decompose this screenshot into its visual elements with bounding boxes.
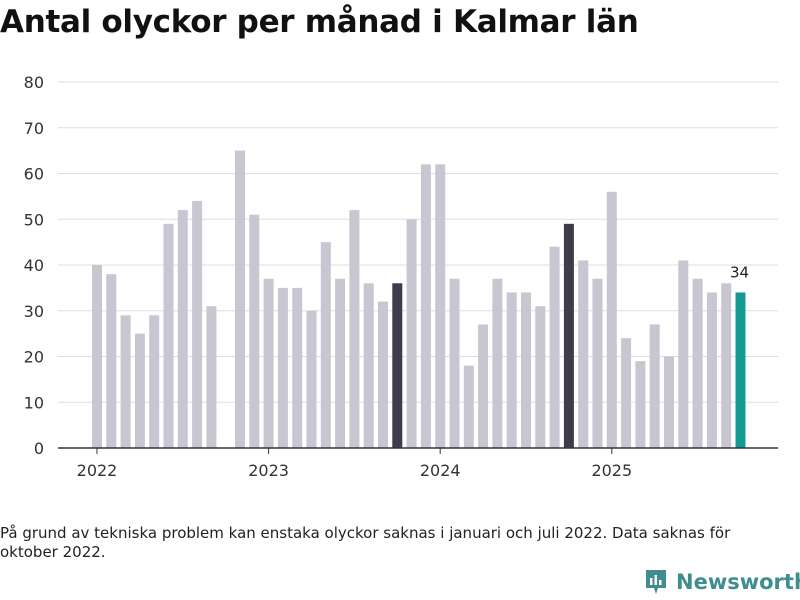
x-tick-label: 2022 — [77, 461, 118, 480]
x-tick-label: 2023 — [248, 461, 289, 480]
chart-title: Antal olyckor per månad i Kalmar län — [0, 4, 639, 40]
bar-2022-12 — [249, 214, 260, 448]
bar-2023-05 — [320, 242, 331, 448]
bar-2022-03 — [120, 315, 131, 448]
bar-2025-10 — [735, 292, 746, 448]
bar-2022-05 — [149, 315, 160, 448]
y-tick-label: 10 — [24, 393, 44, 412]
y-tick-label: 20 — [24, 348, 44, 367]
bars: 34 — [92, 150, 749, 449]
bar-2025-09 — [721, 283, 732, 448]
y-tick-label: 80 — [24, 73, 44, 92]
bar-2023-02 — [277, 287, 288, 448]
bar-2025-06 — [678, 260, 689, 448]
bar-2025-05 — [664, 356, 674, 448]
bar-2024-08 — [535, 306, 546, 448]
footnote: På grund av tekniska problem kan enstaka… — [0, 524, 731, 561]
bar-2022-08 — [192, 200, 203, 448]
bar-2023-03 — [292, 287, 303, 448]
y-tick-label: 70 — [24, 119, 44, 138]
bar-2022-07 — [177, 210, 188, 448]
bar-2024-05 — [492, 278, 503, 448]
bar-2023-10 — [392, 283, 403, 448]
y-tick-label: 0 — [34, 439, 44, 458]
bar-2023-12 — [420, 164, 431, 448]
bar-2022-09 — [206, 306, 217, 448]
y-axis-ticks: 0 10 20 30 40 50 60 70 80 — [24, 73, 44, 458]
bar-2024-03 — [463, 365, 474, 448]
bar-2022-06 — [163, 223, 174, 448]
bar-2023-06 — [335, 278, 346, 448]
bar-2023-09 — [378, 301, 388, 448]
bar-2022-02 — [106, 274, 117, 448]
bar-2024-02 — [449, 278, 460, 448]
latest-value-label: 34 — [730, 263, 749, 281]
bar-2023-08 — [363, 283, 374, 448]
bar-2022-04 — [134, 333, 145, 448]
x-tick-label: 2025 — [591, 461, 632, 480]
y-tick-label: 60 — [24, 165, 44, 184]
bar-2022-01 — [92, 265, 102, 448]
bar-2025-07 — [692, 278, 703, 448]
bar-2024-01 — [435, 164, 446, 448]
bar-2024-07 — [521, 292, 531, 448]
bar-2025-01 — [606, 191, 617, 449]
bar-2024-09 — [549, 246, 560, 448]
bar-2023-07 — [349, 210, 360, 448]
x-axis: 2022 2023 2024 2025 — [58, 447, 778, 480]
bar-2024-10 — [563, 223, 574, 448]
bar-2024-12 — [592, 278, 603, 448]
bar-2025-02 — [621, 338, 632, 448]
bar-2023-04 — [306, 310, 317, 448]
y-tick-label: 40 — [24, 256, 44, 275]
bar-2025-03 — [635, 361, 646, 448]
bar-2025-08 — [706, 292, 717, 448]
newsworthy-logo-icon — [646, 570, 666, 594]
y-tick-label: 50 — [24, 210, 44, 229]
y-tick-label: 30 — [24, 302, 44, 321]
bar-2024-04 — [478, 324, 489, 448]
bar-2024-06 — [506, 292, 517, 448]
x-tick-label: 2024 — [420, 461, 461, 480]
bar-2022-11 — [235, 150, 245, 448]
bar-2023-01 — [263, 278, 274, 448]
bar-chart: 0 10 20 30 40 50 60 70 80 34 2022 2023 2024 2025 — [24, 73, 778, 480]
bar-2024-11 — [578, 260, 589, 448]
brand-name: Newsworthy — [676, 570, 800, 594]
bar-2025-04 — [649, 324, 660, 448]
bar-2023-11 — [406, 219, 417, 448]
brand-logo[interactable]: Newsworthy — [644, 568, 800, 596]
